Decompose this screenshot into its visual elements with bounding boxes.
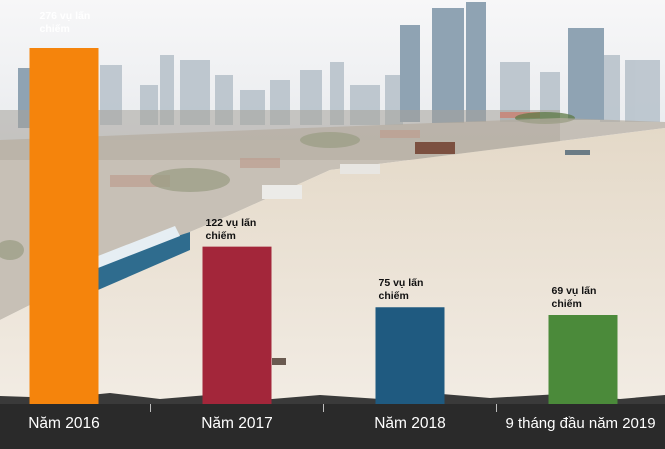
bar-3 (375, 307, 445, 404)
axis-separator (496, 404, 497, 412)
category-label-2: Năm 2017 (201, 415, 273, 432)
category-label-1: Năm 2016 (28, 415, 100, 432)
bar-1 (29, 48, 99, 404)
category-label-4: 9 tháng đầu năm 2019 (505, 415, 656, 432)
category-label-3: Năm 2018 (374, 415, 446, 432)
x-axis-band (0, 404, 665, 449)
bar-4 (548, 315, 618, 404)
data-label-2: 122 vụ lấn chiếm (205, 216, 257, 242)
data-label-3: 75 vụ lấn chiếm (378, 277, 424, 303)
data-label-4: 69 vụ lấn chiếm (551, 285, 597, 310)
data-label-1: 276 vụ lấn chiếm (39, 10, 91, 35)
bar-2 (202, 246, 272, 404)
axis-separator (323, 404, 324, 412)
axis-separator (150, 404, 151, 412)
